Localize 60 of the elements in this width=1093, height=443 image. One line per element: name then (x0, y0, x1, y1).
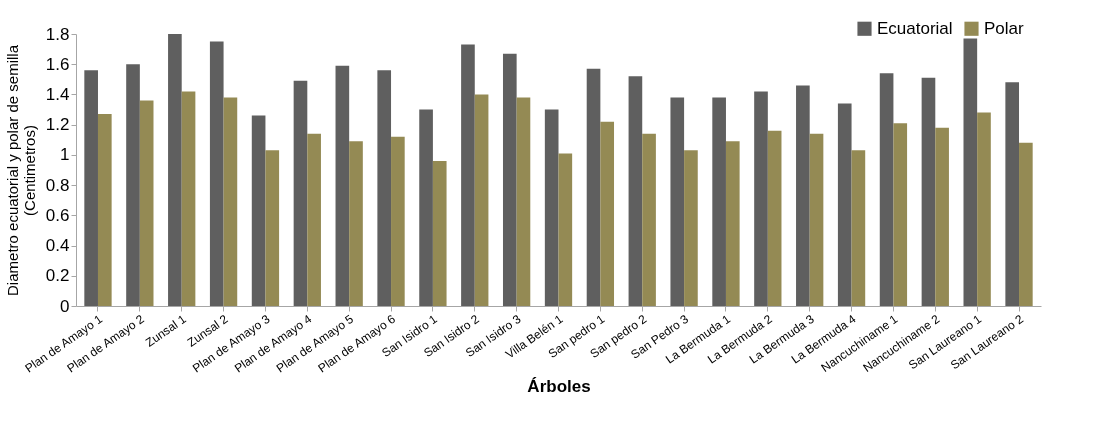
bar (977, 112, 991, 306)
bar (474, 94, 489, 306)
bar (181, 91, 196, 306)
bar (586, 68, 601, 306)
y-tick-label: 1.6 (45, 54, 70, 74)
bar (209, 41, 224, 306)
y-tick-label: 1.2 (45, 115, 70, 135)
bar (670, 97, 685, 306)
bar (725, 141, 740, 306)
bar (921, 77, 936, 306)
y-tick-label: 0.2 (45, 266, 70, 286)
bar (712, 97, 726, 306)
bar (293, 80, 308, 306)
bar (628, 76, 643, 306)
bar (84, 70, 98, 306)
legend-label: Polar (984, 18, 1025, 38)
bar (796, 85, 810, 306)
y-tick-label: 0.6 (45, 205, 70, 225)
bar (516, 97, 531, 306)
y-tick-label: 1.4 (45, 84, 70, 104)
bar (419, 109, 433, 306)
bar (754, 91, 768, 306)
bar (1005, 82, 1020, 306)
bar (558, 153, 573, 306)
bar (544, 109, 559, 306)
bar (335, 65, 350, 306)
bar (684, 150, 698, 306)
bar (879, 73, 894, 306)
bar (349, 141, 363, 306)
bar (935, 127, 949, 306)
bar (168, 34, 182, 306)
legend-label: Ecuatorial (877, 18, 953, 38)
bar (893, 123, 908, 306)
bar (502, 53, 517, 306)
bar (1019, 142, 1033, 306)
bar (851, 150, 866, 306)
bar (642, 133, 656, 306)
bar (963, 38, 978, 306)
bar (139, 100, 154, 306)
bar (377, 70, 392, 306)
bar (391, 136, 405, 306)
y-tick-label: 0.8 (45, 175, 70, 195)
y-tick-label: 1 (60, 145, 70, 165)
y-tick-label: 1.8 (45, 24, 70, 44)
bar (97, 114, 112, 306)
bar (809, 133, 824, 306)
bar (307, 133, 321, 306)
bar (600, 121, 615, 306)
bar (767, 130, 782, 306)
bar (461, 44, 475, 306)
bar (432, 160, 447, 306)
bar (223, 97, 238, 306)
bar (265, 150, 280, 306)
bar (126, 64, 140, 306)
bar (837, 103, 852, 306)
y-tick-label: 0 (60, 296, 70, 316)
y-axis-title: Diametro ecuatorial y polar de semilla (Centimetros) (3, 44, 38, 296)
x-axis-title: Árboles (527, 376, 591, 396)
bar (251, 115, 266, 306)
y-tick-label: 0.4 (45, 236, 70, 256)
